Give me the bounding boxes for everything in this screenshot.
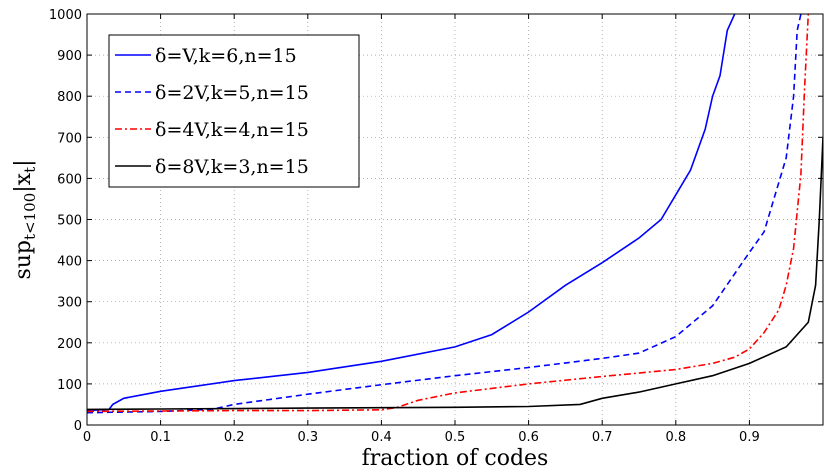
x-tick-label: 0.3 [297,430,318,445]
y-axis-label-part: t [21,167,39,173]
y-tick-label: 100 [57,378,82,393]
y-tick-label: 400 [57,255,82,270]
legend: δ=V,k=6,n=15 δ=2V,k=5,n=15 δ=4V,k=4,n=15 δ=… [108,34,360,188]
axis-ticks: 0 0.1 0.2 0.3 0.4 0.5 0.6 0.7 0.8 0.9 0 100 200 300 40… [49,8,823,445]
y-tick-label: 600 [57,172,82,187]
series-line-2 [87,14,802,414]
series-lines [87,14,823,414]
x-tick-label: 0.6 [518,430,539,445]
y-tick-label: 200 [57,337,82,352]
x-tick-label: 0.4 [371,430,392,445]
legend-label-3: δ=4V,k=4,n=15 [155,119,309,141]
y-tick-label: 500 [57,214,82,229]
series-line-1 [87,14,736,412]
legend-label-2: δ=2V,k=5,n=15 [155,82,309,104]
y-tick-label: 0 [74,419,82,434]
legend-label-1: δ=V,k=6,n=15 [155,45,297,67]
y-axis-label-part: t<100 [21,193,39,240]
series-line-3 [87,14,810,413]
x-tick-label: 0 [83,430,91,445]
x-tick-label: 0.9 [739,430,760,445]
y-axis-label: supt<100|xt| [11,159,39,279]
x-tick-label: 0.7 [592,430,613,445]
y-tick-label: 1000 [49,8,82,23]
series-line-4 [87,137,823,411]
x-tick-label: 0.1 [150,430,171,445]
y-tick-label: 900 [57,49,82,64]
y-axis-label-part: |x [11,172,36,192]
y-axis-label-part: sup [11,240,36,280]
x-tick-label: 0.2 [224,430,245,445]
y-tick-label: 800 [57,90,82,105]
legend-box [108,34,360,188]
x-axis-label: fraction of codes [362,446,549,469]
y-axis-label-part: | [11,159,36,166]
y-tick-label: 700 [57,131,82,146]
legend-label-4: δ=8V,k=3,n=15 [155,156,309,178]
x-tick-label: 0.5 [445,430,466,445]
y-tick-label: 300 [57,296,82,311]
x-tick-label: 0.8 [665,430,686,445]
